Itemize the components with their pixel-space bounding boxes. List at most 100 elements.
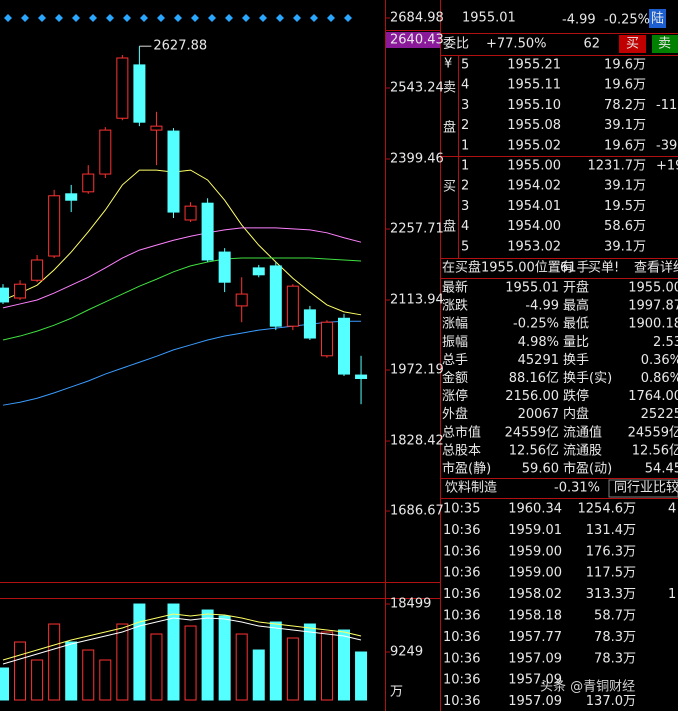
- tick-time: 10:36: [443, 673, 480, 688]
- volume-bar: [133, 603, 146, 701]
- order-price: 1954.00: [507, 219, 561, 234]
- stat-label: 开盘: [563, 280, 589, 296]
- order-volume: 78.2万: [604, 98, 646, 113]
- stat-label: 市盈(动): [563, 461, 612, 477]
- level: 1: [461, 138, 469, 153]
- candle-body: [150, 125, 163, 131]
- sell-button-bg: [652, 35, 678, 53]
- order-volume: 19.6万: [604, 78, 646, 93]
- volume-bar: [218, 615, 231, 701]
- stat-label: 涨跌: [442, 298, 468, 314]
- cursor-label: 2640.43: [390, 32, 444, 47]
- moving-average: [2, 227, 362, 309]
- tick-price: 1957.09: [508, 651, 562, 666]
- notice-link[interactable]: 查看详细: [634, 260, 678, 276]
- level: 4: [461, 219, 469, 234]
- candle-body: [184, 205, 197, 221]
- side-label: 盘: [443, 120, 456, 136]
- stat-value: 1997.87: [628, 299, 678, 314]
- marker-diamond: [21, 14, 29, 22]
- level: 3: [461, 98, 469, 113]
- marker-diamond: [327, 14, 335, 22]
- volume-bar: [48, 623, 61, 701]
- stat-label: 换手(实): [563, 371, 612, 386]
- stat-label: 振幅: [442, 335, 468, 350]
- order-price: 1955.10: [507, 98, 561, 113]
- stat-value: 2.53: [653, 335, 678, 350]
- stat-value: 0.86%: [641, 371, 678, 386]
- stat-label: 涨幅: [442, 317, 468, 332]
- marker-diamond: [242, 14, 250, 22]
- order-price: 1955.02: [507, 138, 561, 153]
- weibi: +77.50%: [486, 37, 546, 52]
- stat-label: 流通值: [563, 424, 602, 440]
- stat-label: 内盘: [563, 406, 589, 422]
- candle-body: [31, 259, 44, 281]
- stat-label: 涨停: [442, 388, 468, 404]
- volume-bar: [338, 629, 350, 701]
- marker-diamond: [72, 14, 80, 22]
- stat-value: 12.56亿: [632, 443, 678, 458]
- stat-label: 外盘: [442, 406, 468, 422]
- candle-body: [167, 130, 180, 213]
- volume-bar: [184, 625, 197, 701]
- marker-diamond: [4, 14, 12, 22]
- notice: 在买盘1955.00位置有: [442, 260, 574, 276]
- candle-body: [201, 202, 214, 261]
- stat-value: 25225: [641, 407, 678, 422]
- stat-value: 88.16亿: [509, 371, 559, 386]
- tick-time: 10:36: [443, 609, 480, 624]
- tick-price: 1957.77: [508, 630, 562, 645]
- tick-extra: 1: [668, 587, 676, 602]
- volume-bar: [82, 649, 95, 701]
- sell-button: 卖: [658, 37, 671, 52]
- order-volume: 39.1万: [604, 239, 646, 254]
- y-tick-label: 2399.46: [390, 152, 444, 167]
- level: 3: [461, 199, 469, 214]
- stat-value: -0.25%: [513, 317, 559, 332]
- tick-time: 10:36: [443, 587, 480, 602]
- candle-body: [235, 293, 248, 307]
- volume-bar: [320, 631, 333, 701]
- tick-time: 10:35: [443, 502, 480, 517]
- order-volume: 19.6万: [604, 58, 646, 73]
- y-tick-label: 18499: [390, 597, 431, 612]
- y-axis-unit: 万: [390, 685, 403, 700]
- y-tick-label: 1828.42: [390, 434, 444, 449]
- stat-value: 1900.18: [628, 317, 678, 332]
- marker-diamond: [174, 14, 182, 22]
- volume-bar: [303, 623, 316, 701]
- tick-time: 10:36: [443, 523, 480, 538]
- volume-bar: [355, 651, 368, 701]
- compare-button[interactable]: 同行业比较: [614, 481, 678, 496]
- stat-value: 54.45: [645, 462, 678, 477]
- tick-volume: 176.3万: [586, 544, 636, 559]
- candle-body: [303, 309, 316, 339]
- candle-body: [48, 195, 61, 257]
- moving-average: [2, 257, 362, 341]
- level: 1: [461, 159, 469, 174]
- marker-diamond: [89, 14, 97, 22]
- stat-label: 流通股: [563, 443, 602, 458]
- order-change: -39.: [656, 138, 678, 153]
- volume-bar: [201, 609, 214, 701]
- volume-bar: [65, 641, 78, 701]
- stat-value: 0.36%: [641, 353, 678, 368]
- candle-body: [269, 265, 282, 327]
- candle-body: [14, 283, 27, 299]
- order-change: -11: [656, 98, 677, 113]
- level: 5: [461, 58, 469, 73]
- moving-average: [2, 320, 362, 406]
- volume-bar: [116, 623, 129, 701]
- candle-body: [252, 267, 265, 276]
- order-price: 1955.08: [507, 118, 561, 133]
- volume-bar: [150, 633, 163, 701]
- stat-label: 最低: [563, 317, 589, 332]
- volume-bar: [269, 621, 282, 701]
- candle-body: [286, 285, 299, 327]
- marker-diamond: [38, 14, 46, 22]
- tick-price: 1959.00: [508, 544, 562, 559]
- candle-body: [218, 251, 231, 283]
- order-volume: 39.1万: [604, 179, 646, 194]
